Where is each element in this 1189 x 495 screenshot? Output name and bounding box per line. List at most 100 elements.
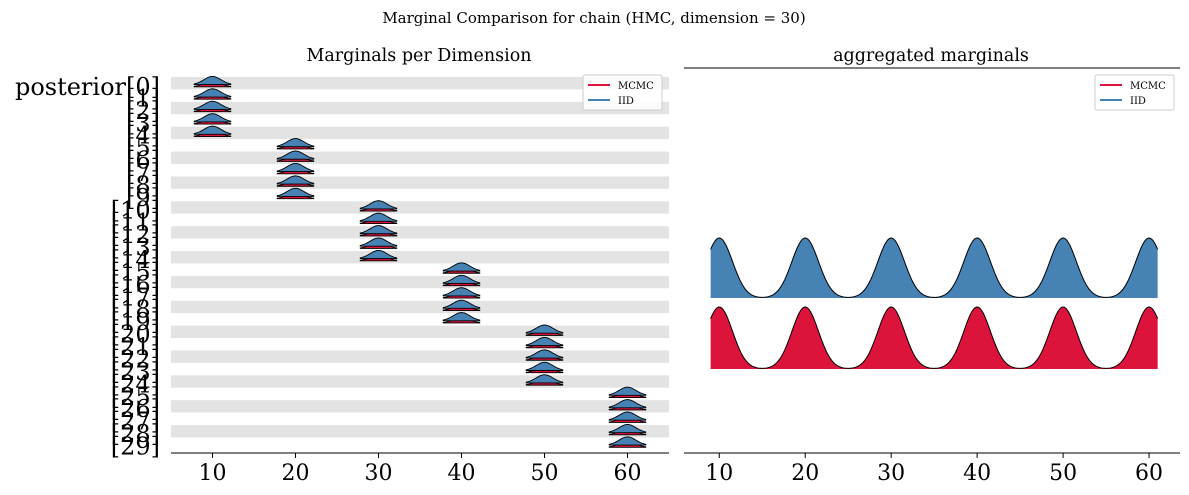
- row-label: [7]: [126, 159, 160, 187]
- row-label: [2]: [126, 97, 160, 125]
- x-tick-label: 40: [448, 461, 476, 486]
- mcmc-aggregated-area: [710, 307, 1158, 369]
- iid-ridge-12: [359, 225, 398, 235]
- right-legend: MCMC IID: [1094, 74, 1175, 111]
- x-tick-label: 20: [282, 461, 310, 486]
- iid-ridge-17: [442, 287, 481, 297]
- row-label: [21]: [111, 333, 160, 361]
- iid-ridge-18: [442, 299, 481, 309]
- aggregated-marginals-axes: aggregated marginals 10 20 30 40 50 60 MCMC II…: [684, 46, 1180, 486]
- x-tick-label: 30: [877, 461, 905, 486]
- iid-ridge-5: [276, 138, 315, 148]
- x-tick-label: 50: [1049, 461, 1077, 486]
- row-band: [171, 151, 669, 164]
- iid-ridge-4: [193, 125, 232, 135]
- row-label: [23]: [111, 358, 160, 386]
- row-band: [171, 226, 669, 239]
- iid-legend-label: IID: [618, 96, 634, 107]
- iid-ridge-22: [525, 349, 564, 359]
- row-label: [12]: [111, 221, 160, 249]
- row-bands: [171, 77, 669, 438]
- row-label: [1]: [126, 84, 160, 112]
- row-label: [16]: [111, 271, 160, 299]
- ridge-densities: [193, 75, 647, 448]
- row-label: [13]: [111, 234, 160, 262]
- right-axes-title: aggregated marginals: [833, 46, 1029, 66]
- row-label: [24]: [111, 370, 160, 398]
- iid-ridge-2: [193, 100, 232, 110]
- legend-frame: [582, 74, 663, 111]
- iid-ridge-14: [359, 249, 398, 260]
- iid-ridge-6: [276, 150, 315, 160]
- iid-aggregated-area: [710, 238, 1158, 298]
- row-label: [29]: [111, 433, 160, 461]
- iid-ridge-1: [193, 88, 232, 98]
- left-axes-title: Marginals per Dimension: [306, 46, 531, 66]
- row-label: [26]: [111, 395, 160, 423]
- iid-ridge-21: [525, 336, 564, 347]
- row-label: [9]: [126, 184, 160, 212]
- row-label: [8]: [126, 171, 160, 199]
- iid-ridge-0: [193, 75, 232, 86]
- x-tick-label: 10: [199, 461, 227, 486]
- marginals-per-dimension-axes: Marginals per Dimension 10 20 30 40 50 60 pos…: [15, 46, 669, 486]
- iid-ridge-19: [442, 312, 481, 322]
- row-label: [18]: [111, 296, 160, 324]
- row-band: [171, 176, 669, 189]
- iid-ridge-15: [442, 262, 481, 272]
- x-tick-label: 30: [365, 461, 393, 486]
- row-band: [171, 350, 669, 363]
- aggregated-areas: [710, 237, 1159, 369]
- row-label: [15]: [111, 258, 160, 286]
- iid-ridge-23: [525, 361, 564, 371]
- x-tick-label: 40: [963, 461, 991, 486]
- row-label: [11]: [111, 209, 160, 237]
- iid-ridge-16: [442, 274, 481, 284]
- row-label: [25]: [111, 383, 160, 411]
- mcmc-legend-label: MCMC: [1130, 81, 1166, 92]
- iid-ridge-3: [193, 113, 232, 123]
- iid-ridge-9: [276, 187, 315, 197]
- mcmc-aggregated-outline: [710, 306, 1159, 369]
- right-x-ticks: 10 20 30 40 50 60: [705, 453, 1163, 486]
- row-band: [171, 300, 669, 314]
- mcmc-legend-label: MCMC: [618, 81, 654, 92]
- iid-ridge-29: [608, 436, 647, 446]
- row-label: [4]: [126, 122, 160, 150]
- iid-ridge-10: [359, 200, 398, 210]
- row-band: [171, 77, 669, 90]
- iid-ridge-8: [276, 175, 315, 185]
- x-tick-label: 60: [1135, 461, 1163, 486]
- row-label: [10]: [111, 196, 160, 224]
- left-legend: MCMC IID: [582, 74, 663, 111]
- row-band: [171, 425, 669, 438]
- iid-ridge-20: [525, 324, 564, 334]
- iid-ridge-25: [608, 386, 647, 396]
- row-label: [5]: [126, 134, 160, 162]
- row-label: [6]: [126, 147, 160, 175]
- iid-ridge-13: [359, 237, 398, 247]
- row-band: [171, 275, 669, 289]
- x-tick-label: 50: [531, 461, 559, 486]
- row-label: [14]: [111, 246, 160, 274]
- row-band: [171, 325, 669, 338]
- row-band: [171, 101, 669, 115]
- x-tick-label: 20: [791, 461, 819, 486]
- row-band: [171, 126, 669, 140]
- iid-ridge-24: [525, 374, 564, 384]
- row-label-first: posterior[0]: [15, 73, 160, 101]
- iid-ridge-11: [359, 212, 398, 222]
- row-label: [19]: [111, 308, 160, 336]
- row-label: [28]: [111, 420, 160, 448]
- iid-legend-label: IID: [1130, 96, 1146, 107]
- row-band: [171, 400, 669, 413]
- row-labels: posterior[0][1][2][3][4][5][6][7][8][9][…: [15, 73, 160, 461]
- row-label: [20]: [111, 321, 160, 349]
- row-label: [17]: [111, 283, 160, 311]
- legend-frame: [1094, 74, 1175, 111]
- left-x-ticks: 10 20 30 40 50 60: [199, 453, 642, 486]
- row-band: [171, 251, 669, 264]
- iid-ridge-26: [608, 399, 647, 409]
- row-label: [27]: [111, 408, 160, 436]
